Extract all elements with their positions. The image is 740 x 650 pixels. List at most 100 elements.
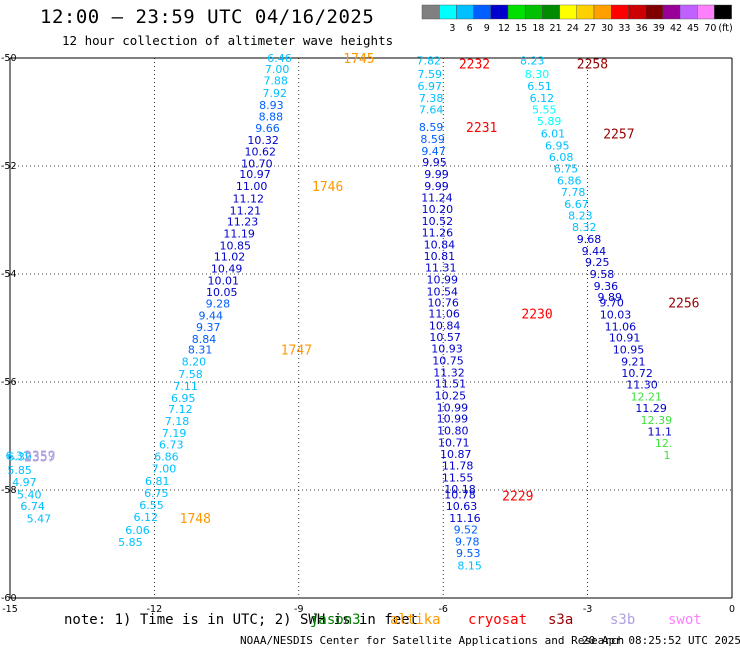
wave-height-label: 11.06 <box>428 307 460 320</box>
wave-height-label: 11.30 <box>626 379 658 392</box>
wave-height-label: 10.71 <box>438 436 470 449</box>
axis-ticks: -15 -12 -9 -6 -3 0 -50 -52 -54 -56 -58 -60 <box>1 53 735 615</box>
wave-height-label: 7.82 <box>417 55 442 68</box>
wave-height-label: 9.68 <box>577 233 602 246</box>
legend-tick-label: 6 <box>467 23 473 34</box>
wave-height-label: 10.75 <box>432 354 464 367</box>
pass-time-label: 2257 <box>603 128 634 143</box>
note-text: note: 1) Time is in UTC; 2) SWH is in fe… <box>64 612 419 628</box>
legend-swatch <box>439 4 457 20</box>
wave-height-label: 11.32 <box>433 366 465 379</box>
wave-height-label: 10.99 <box>437 401 469 414</box>
pass-time-label: 2230 <box>521 307 552 322</box>
wave-height-label: 11.24 <box>421 191 453 204</box>
pass-time-label: 2258 <box>577 57 608 72</box>
pass-time-label: 1747 <box>281 344 312 359</box>
legend-tick-label: 30 <box>601 23 613 34</box>
wave-height-label: 6.97 <box>417 80 442 93</box>
wave-height-label: 11.21 <box>230 204 262 217</box>
wave-height-label: 5.55 <box>532 103 557 116</box>
wave-height-label: 9.21 <box>621 355 646 368</box>
wave-height-label: 1 <box>664 449 671 462</box>
wave-height-label: 6.86 <box>557 175 582 188</box>
wave-height-label: 10.81 <box>424 250 456 263</box>
wave-height-label: 10.01 <box>207 274 239 287</box>
wave-height-label: 11.31 <box>425 262 457 275</box>
legend-swatch <box>697 4 715 20</box>
y-tick-label: -60 <box>1 593 17 604</box>
wave-height-label: 6.46 <box>267 52 292 65</box>
wave-height-label: 5.85 <box>118 536 143 549</box>
wave-height-label: 8.31 <box>188 344 213 357</box>
wave-height-label: 8.20 <box>182 355 207 368</box>
wave-height-label: 10.05 <box>206 286 238 299</box>
wave-height-label: 9.66 <box>255 122 280 135</box>
legend-swatch <box>645 4 663 20</box>
wave-height-label: 10.84 <box>424 238 456 251</box>
wave-height-label: 11.12 <box>233 192 265 205</box>
wave-height-label: 6.81 <box>145 475 170 488</box>
wave-height-label: 9.44 <box>198 310 223 323</box>
wave-height-label: 8.32 <box>572 221 597 234</box>
wave-height-label: 9.52 <box>454 523 479 536</box>
wave-height-label: 9.70 <box>599 297 624 310</box>
pass-time-label: 2256 <box>668 297 699 312</box>
page-subtitle: 12 hour collection of altimeter wave hei… <box>62 33 394 48</box>
wave-height-label: 7.88 <box>263 75 288 88</box>
satellite-label-cryosat: cryosat <box>468 612 528 628</box>
wave-height-label: 10.54 <box>426 285 458 298</box>
wave-height-label: 6.73 <box>159 439 184 452</box>
wave-height-label: 12. <box>655 437 673 450</box>
wave-height-label: 6.55 <box>139 499 164 512</box>
y-tick-label: -50 <box>1 53 17 64</box>
wave-height-label: 10.95 <box>613 344 645 357</box>
pass-time-label: 1748 <box>180 512 211 527</box>
legend-swatch <box>473 4 492 20</box>
legend-swatch <box>525 4 543 20</box>
wave-height-label: 6.75 <box>554 163 579 176</box>
wave-height-label: 11.19 <box>223 228 255 241</box>
wave-height-label: 10.70 <box>241 157 273 170</box>
legend-swatch <box>679 4 698 20</box>
wave-height-label: 11.1 <box>648 426 673 439</box>
wave-height-label: 5.47 <box>27 513 52 526</box>
wave-height-label: 10.99 <box>426 273 458 286</box>
wave-height-label: 8.93 <box>259 99 284 112</box>
credit-text: NOAA/NESDIS Center for Satellite Applica… <box>240 634 625 647</box>
wave-height-label: 11.51 <box>435 378 467 391</box>
legend-swatch <box>456 4 474 20</box>
pass-time-label: 2357 <box>24 451 55 466</box>
timestamp-text: 20 Apr 08:25:52 UTC 2025 <box>582 634 740 647</box>
wave-height-label: 8.23 <box>520 55 545 68</box>
wave-height-label: 7.00 <box>152 462 177 475</box>
wave-height-label: 10.87 <box>440 448 472 461</box>
wave-height-label: 6.31 <box>5 449 30 462</box>
wave-height-label: 10.91 <box>609 332 641 345</box>
wave-height-labels: 6.467.007.887.928.938.889.6610.3210.6210… <box>5 52 672 573</box>
wave-height-label: 10.52 <box>422 215 454 228</box>
wave-height-label: 5.85 <box>7 464 32 477</box>
legend-tick-label: 70 <box>704 23 716 34</box>
satellite-label-jason3: jason3 <box>310 612 361 628</box>
wave-height-label: 6.95 <box>545 139 570 152</box>
pass-time-label: 2229 <box>502 489 533 504</box>
satellite-label-altika: altika <box>390 612 441 628</box>
satellite-label-s3a: s3a <box>548 612 574 628</box>
wave-height-label: 10.99 <box>437 413 469 426</box>
legend-swatch <box>490 4 509 20</box>
wave-height-label: 10.20 <box>422 203 454 216</box>
pass-time-label: 2232 <box>459 57 490 72</box>
pass-time-label: 2231 <box>466 121 497 136</box>
grid-lines <box>10 58 732 598</box>
wave-height-label: 6.01 <box>541 128 566 141</box>
x-tick-label: -3 <box>583 604 592 615</box>
wave-height-label: 8.15 <box>457 560 482 573</box>
wave-height-label: 6.51 <box>527 80 552 93</box>
wave-height-label: 10.97 <box>239 168 271 181</box>
wave-height-label: 7.00 <box>265 63 290 76</box>
wave-height-label: 10.85 <box>220 239 252 252</box>
legend-tick-label: 45 <box>687 23 699 34</box>
legend-tick-label: 39 <box>653 23 665 34</box>
legend-swatch <box>628 4 646 20</box>
